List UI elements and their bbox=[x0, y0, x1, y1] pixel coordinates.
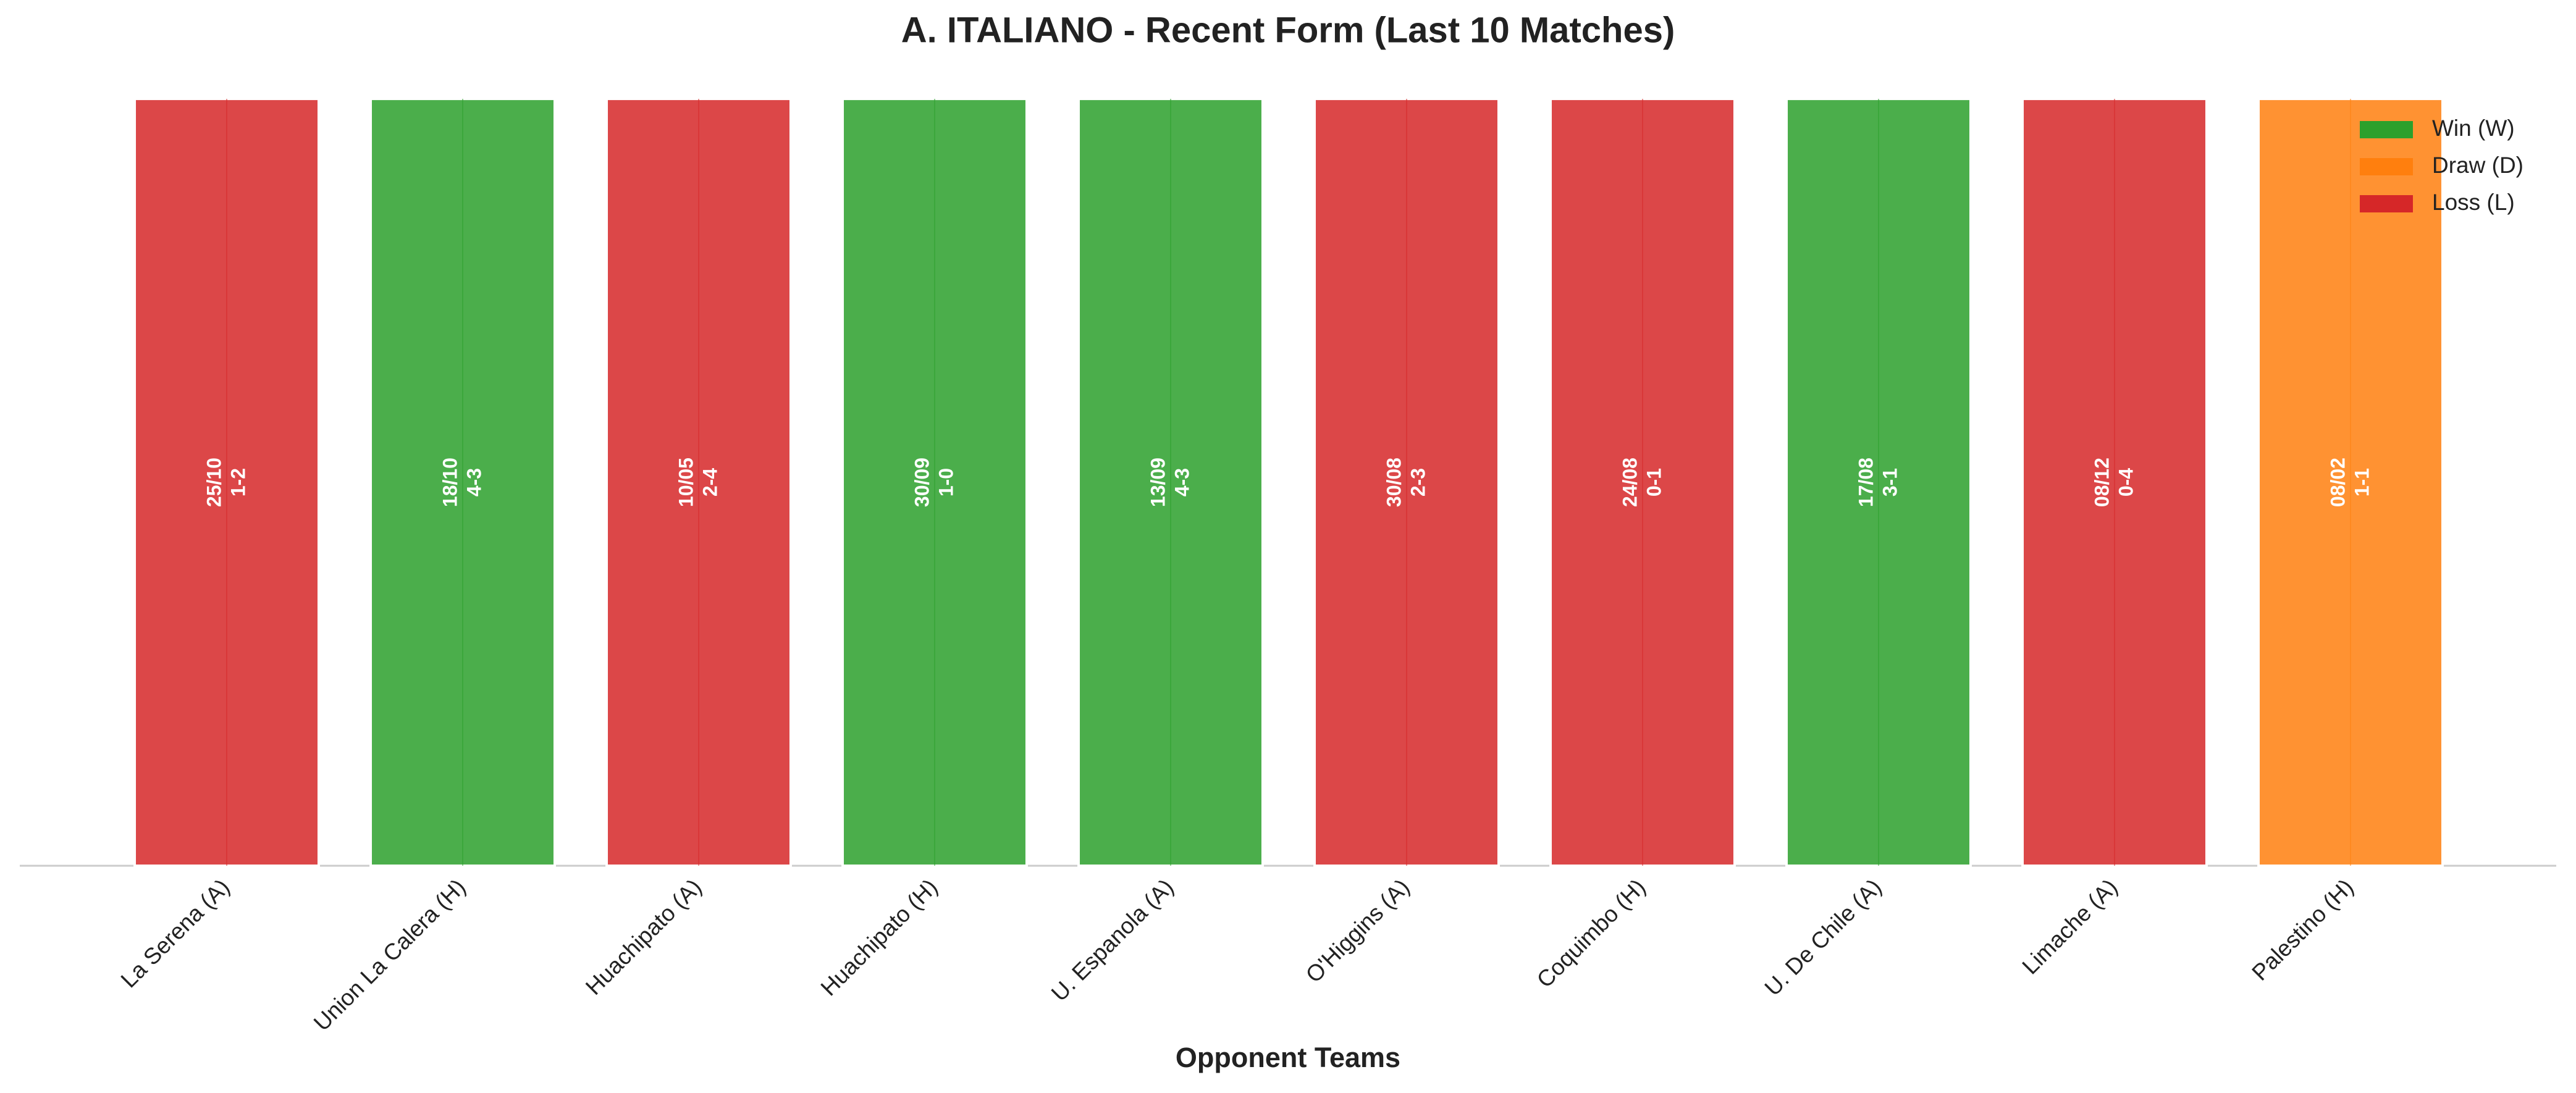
x-tick-label: La Serena (A) bbox=[116, 874, 235, 993]
legend-swatch bbox=[2360, 195, 2413, 212]
legend-label: Win (W) bbox=[2432, 115, 2515, 141]
bar-score-label: 2-4 bbox=[699, 468, 721, 496]
bar-date-label: 13/09 bbox=[1147, 458, 1169, 507]
bar-date-label: 24/08 bbox=[1618, 458, 1641, 507]
bar-date-label: 30/08 bbox=[1383, 458, 1405, 507]
x-tick-label: Huachipato (A) bbox=[581, 874, 707, 1000]
bar-score-label: 1-0 bbox=[935, 468, 957, 496]
x-tick-label: Palestino (H) bbox=[2247, 874, 2358, 986]
legend-label: Draw (D) bbox=[2432, 153, 2523, 178]
x-tick-label: Union La Calera (H) bbox=[309, 874, 471, 1036]
bar-score-label: 4-3 bbox=[463, 468, 485, 496]
bar-date-label: 10/05 bbox=[675, 458, 697, 507]
x-tick-label: Huachipato (H) bbox=[816, 874, 943, 1001]
x-tick-label: Coquimbo (H) bbox=[1532, 874, 1651, 993]
bar-date-label: 08/02 bbox=[2326, 458, 2349, 507]
x-tick-label: O'Higgins (A) bbox=[1301, 874, 1415, 988]
legend-swatch bbox=[2360, 158, 2413, 175]
bar-date-label: 08/12 bbox=[2090, 458, 2113, 507]
bar-score-label: 0-4 bbox=[2115, 468, 2137, 496]
bar-score-label: 4-3 bbox=[1171, 468, 1193, 496]
bar-score-label: 3-1 bbox=[1879, 468, 1901, 496]
bar-date-label: 18/10 bbox=[439, 458, 461, 507]
legend-label: Loss (L) bbox=[2432, 190, 2515, 215]
x-tick-label: Limache (A) bbox=[2018, 874, 2123, 979]
bar-score-label: 2-3 bbox=[1407, 468, 1429, 496]
bar-score-label: 1-2 bbox=[227, 468, 249, 496]
bar-date-label: 30/09 bbox=[911, 458, 933, 507]
x-axis-label: Opponent Teams bbox=[1176, 1042, 1400, 1073]
bar-score-label: 1-1 bbox=[2351, 468, 2373, 496]
bar-score-label: 0-1 bbox=[1643, 468, 1665, 496]
chart-title: A. ITALIANO - Recent Form (Last 10 Match… bbox=[901, 10, 1675, 50]
x-tick-label: U. Espanola (A) bbox=[1046, 874, 1179, 1007]
bar-date-label: 25/10 bbox=[203, 458, 225, 507]
legend-swatch bbox=[2360, 121, 2413, 138]
x-tick-label: U. De Chile (A) bbox=[1760, 874, 1887, 1001]
bar-date-label: 17/08 bbox=[1854, 458, 1877, 507]
